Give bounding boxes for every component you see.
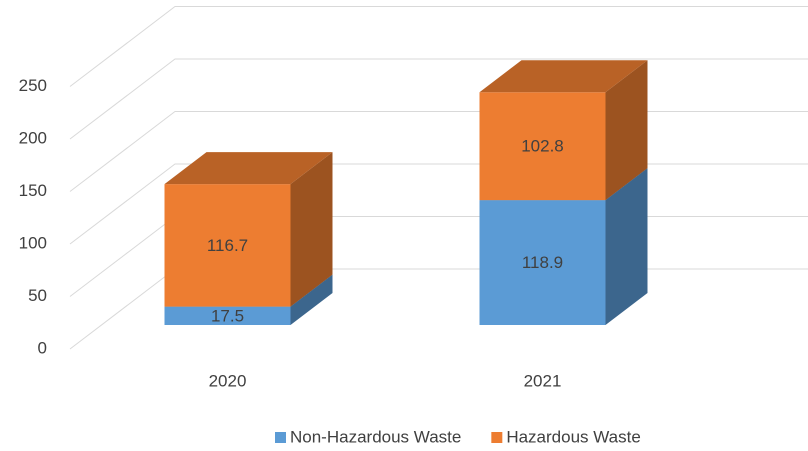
y-tick-label: 250	[19, 76, 47, 95]
grid-line	[69, 58, 808, 140]
bar-front	[164, 184, 291, 307]
legend-swatch	[275, 432, 286, 443]
legend-label: Hazardous Waste	[506, 427, 640, 446]
bar-side	[605, 60, 648, 201]
y-tick-label: 100	[19, 233, 47, 252]
data-label: 102.8	[521, 137, 564, 156]
bar-front	[164, 306, 291, 325]
x-tick-label: 2020	[209, 371, 247, 390]
y-tick-label: 0	[38, 338, 47, 357]
bar-side	[290, 152, 333, 307]
data-label: 116.7	[207, 236, 248, 255]
legend-swatch	[491, 432, 503, 443]
bar-front	[479, 92, 606, 201]
bar-top	[479, 60, 648, 93]
bar-side	[605, 168, 648, 325]
y-tick-label: 200	[19, 128, 47, 147]
y-tick-label: 150	[19, 181, 47, 200]
grid-line	[69, 6, 808, 87]
bar-front	[479, 200, 606, 325]
data-label: 118.9	[522, 253, 563, 272]
y-tick-label: 50	[28, 286, 47, 305]
x-tick-label: 2021	[524, 371, 562, 390]
bar-top	[164, 152, 333, 185]
data-label: 17.5	[211, 306, 244, 325]
bar-side	[290, 274, 333, 325]
legend-label: Non-Hazardous Waste	[290, 427, 461, 446]
